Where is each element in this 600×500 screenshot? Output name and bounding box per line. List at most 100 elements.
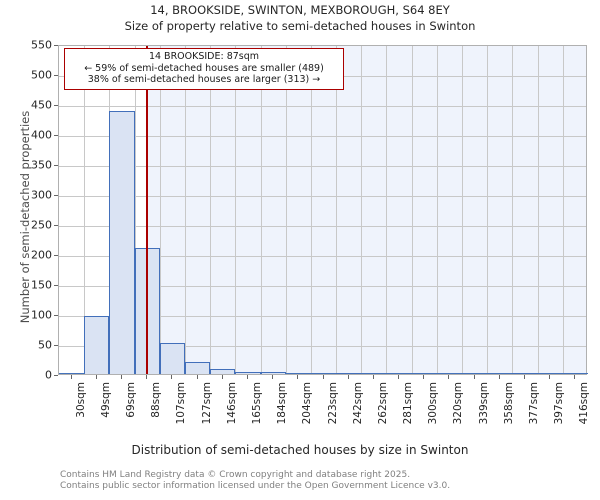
y-tick-label: 500 <box>31 68 52 82</box>
gridline-x <box>512 46 513 374</box>
y-tick-mark <box>54 375 58 376</box>
y-tick-label: 50 <box>38 338 52 352</box>
histogram-bar <box>109 111 135 374</box>
x-tick-mark <box>372 375 374 379</box>
footer-line-1: Contains HM Land Registry data © Crown c… <box>60 470 411 480</box>
histogram-bar <box>512 372 538 374</box>
gridline-x <box>487 46 488 374</box>
x-tick-label: 320sqm <box>452 382 465 425</box>
y-tick-mark <box>54 75 58 76</box>
x-tick-label: 416sqm <box>578 382 591 425</box>
histogram-bar <box>386 372 412 375</box>
x-tick-mark <box>524 375 526 379</box>
x-tick-mark <box>95 375 97 379</box>
x-tick-label: 88sqm <box>150 382 163 418</box>
gridline-x <box>386 46 387 374</box>
x-tick-mark <box>272 375 274 379</box>
y-tick-label: 400 <box>31 128 52 142</box>
x-tick-label: 300sqm <box>427 382 440 425</box>
histogram-bar <box>59 372 85 375</box>
x-tick-label: 377sqm <box>528 382 541 425</box>
x-tick-label: 397sqm <box>553 382 566 425</box>
plot-area <box>58 45 588 375</box>
y-tick-label: 250 <box>31 218 52 232</box>
x-tick-label: 242sqm <box>351 382 364 425</box>
annotation-line-2: ← 59% of semi-detached houses are smalle… <box>84 62 324 74</box>
larger-than-subject-shaded-region <box>145 46 586 374</box>
subject-property-annotation-box: 14 BROOKSIDE: 87sqm ← 59% of semi-detach… <box>64 48 344 90</box>
gridline-x <box>538 46 539 374</box>
y-tick-label: 150 <box>31 278 52 292</box>
gridline-x <box>563 46 564 374</box>
gridline-y-350 <box>59 166 586 167</box>
x-tick-label: 281sqm <box>402 382 415 425</box>
x-tick-mark <box>398 375 400 379</box>
y-tick-label: 0 <box>45 368 52 382</box>
y-tick-label: 350 <box>31 158 52 172</box>
attribution-footer: Contains HM Land Registry data © Crown c… <box>60 470 450 491</box>
x-tick-label: 223sqm <box>326 382 339 425</box>
x-tick-label: 69sqm <box>124 382 137 418</box>
y-tick-mark <box>54 315 58 316</box>
x-tick-mark <box>498 375 500 379</box>
y-tick-mark <box>54 195 58 196</box>
histogram-bar <box>487 372 513 375</box>
x-tick-label: 30sqm <box>74 382 87 418</box>
x-tick-mark <box>146 375 148 379</box>
gridline-x <box>336 46 337 374</box>
gridline-y-200 <box>59 256 586 257</box>
histogram-bar <box>361 372 387 375</box>
histogram-bar <box>562 372 588 375</box>
gridline-x <box>462 46 463 374</box>
y-tick-label: 200 <box>31 248 52 262</box>
histogram-bar <box>537 372 563 375</box>
page-title: 14, BROOKSIDE, SWINTON, MEXBOROUGH, S64 … <box>150 3 450 17</box>
gridline-y-300 <box>59 196 586 197</box>
annotation-line-3: 38% of semi-detached houses are larger (… <box>87 74 321 85</box>
gridline-y-400 <box>59 136 586 137</box>
x-tick-label: 204sqm <box>301 382 314 425</box>
x-axis-title: Distribution of semi-detached houses by … <box>131 443 469 457</box>
x-tick-label: 262sqm <box>376 382 389 425</box>
gridline-x <box>361 46 362 374</box>
x-tick-mark <box>171 375 173 379</box>
histogram-bar <box>235 371 261 374</box>
histogram-bar <box>411 372 437 375</box>
gridline-x <box>160 46 161 374</box>
x-tick-label: 127sqm <box>200 382 213 425</box>
x-tick-mark <box>221 375 223 379</box>
annotation-line-1: 14 BROOKSIDE: 87sqm <box>148 51 260 62</box>
y-tick-label: 450 <box>31 98 52 112</box>
x-tick-mark <box>549 375 551 379</box>
x-tick-mark <box>448 375 450 379</box>
y-axis-tick-labels: 0 50 100 150 200 250 300 350 400 450 500 550 <box>0 39 52 382</box>
histogram-bar <box>184 362 211 374</box>
y-tick-mark <box>54 165 58 166</box>
x-tick-label: 49sqm <box>99 382 112 418</box>
histogram-bar <box>310 372 337 375</box>
gridline-x <box>286 46 287 374</box>
y-tick-label: 300 <box>31 188 52 202</box>
y-tick-mark <box>54 345 58 346</box>
histogram-bar <box>336 372 362 374</box>
histogram-bar <box>285 372 311 375</box>
gridline-y-150 <box>59 286 586 287</box>
histogram-bar <box>210 368 236 374</box>
y-tick-mark <box>54 285 58 286</box>
x-tick-mark <box>574 375 576 379</box>
histogram-bar <box>159 343 185 374</box>
footer-line-2: Contains public sector information licen… <box>60 480 451 491</box>
gridline-x <box>210 46 211 374</box>
gridline-x <box>235 46 236 374</box>
gridline-x <box>261 46 262 374</box>
histogram-bar <box>462 372 488 375</box>
gridline-x <box>437 46 438 374</box>
y-tick-label: 100 <box>31 308 52 322</box>
gridline-x <box>311 46 312 374</box>
y-tick-mark <box>54 255 58 256</box>
subject-property-marker-line <box>145 46 148 374</box>
y-tick-mark <box>54 105 58 106</box>
x-tick-label: 146sqm <box>225 382 238 425</box>
gridline-y-450 <box>59 106 586 107</box>
